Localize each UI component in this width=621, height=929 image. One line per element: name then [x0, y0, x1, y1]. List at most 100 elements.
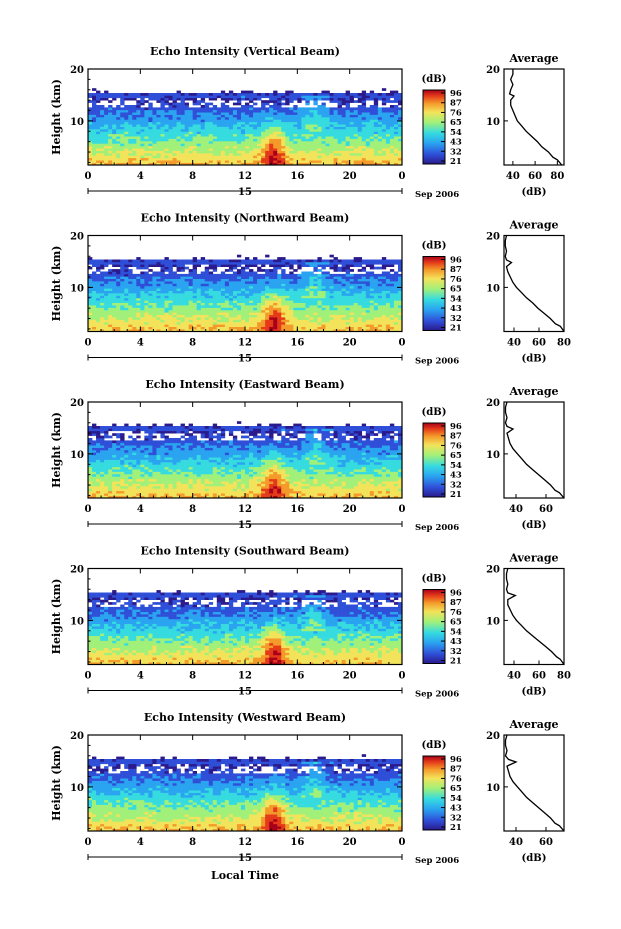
heatmap-cell [112, 141, 117, 144]
heatmap-cell [293, 300, 298, 303]
heatmap-cell [92, 493, 97, 496]
heatmap-cell [220, 329, 226, 332]
heatmap-cell [100, 295, 105, 299]
heatmap-cell [152, 136, 157, 139]
heatmap-cell [269, 97, 274, 101]
heatmap-cell [96, 157, 101, 161]
heatmap-cell [397, 153, 403, 156]
heatmap-cell [168, 148, 173, 151]
heatmap-cell [96, 93, 101, 96]
heatmap-cell [381, 321, 387, 325]
heatmap-cell [108, 297, 113, 301]
heatmap-cell [92, 105, 97, 108]
heatmap-cell [297, 261, 302, 265]
heatmap-cell [100, 126, 105, 130]
heatmap-cell [148, 129, 153, 132]
heatmap-cell [385, 131, 391, 135]
heatmap-cell [120, 112, 125, 115]
heatmap-cell [289, 293, 294, 296]
heatmap-cell [212, 259, 218, 263]
heatmap-cell [124, 138, 129, 142]
heatmap-cell [212, 136, 218, 139]
heatmap-cell [168, 266, 173, 270]
heatmap-cell [293, 283, 298, 287]
heatmap-cell [92, 117, 97, 120]
heatmap-cell [281, 329, 286, 332]
heatmap-cell [128, 264, 133, 267]
heatmap-cell [92, 114, 97, 118]
heatmap-cell [365, 490, 371, 494]
heatmap-cell [128, 119, 133, 123]
heatmap-cell [345, 307, 350, 311]
heatmap-cell [148, 95, 153, 99]
heatmap-cell [389, 488, 395, 492]
heatmap-cell [349, 319, 354, 323]
heatmap-cell [104, 148, 109, 151]
heatmap-cell [188, 143, 193, 147]
heatmap-cell [317, 276, 322, 279]
heatmap-cell [240, 305, 246, 308]
heatmap-cell [92, 141, 97, 144]
heatmap-cell [236, 114, 242, 118]
heatmap-cell [220, 148, 226, 151]
heatmap-cell [349, 269, 354, 272]
heatmap-cell [341, 319, 346, 323]
heatmap-cell [321, 295, 326, 299]
heatmap-cell [108, 293, 113, 296]
heatmap-cell [240, 295, 246, 299]
heatmap-cell [136, 119, 141, 123]
y-axis-label: Height (km) [50, 246, 63, 322]
heatmap-cell [232, 102, 238, 106]
heatmap-cell [365, 107, 371, 111]
heatmap-cell [361, 281, 367, 284]
heatmap-cell [224, 107, 230, 111]
heatmap-cell [285, 297, 290, 301]
heatmap-cell [172, 309, 177, 313]
heatmap-cell [321, 302, 326, 306]
heatmap-cell [184, 107, 189, 111]
heatmap-cell [180, 133, 185, 137]
heatmap-cell [192, 102, 197, 106]
heatmap-cell [172, 93, 177, 96]
heatmap-cell [224, 150, 230, 154]
heatmap-cell [313, 148, 318, 151]
heatmap-cell [397, 155, 403, 159]
heatmap-cell [196, 290, 202, 294]
heatmap-cell [325, 150, 330, 154]
heatmap-cells [88, 88, 403, 166]
heatmap-cell [353, 302, 359, 306]
heatmap-cell [245, 117, 250, 120]
heatmap-cell [273, 266, 278, 270]
heatmap-cell [245, 136, 250, 139]
heatmap-cell [132, 145, 137, 149]
heatmap-cell [293, 145, 298, 149]
heatmap-cell [196, 297, 202, 301]
heatmap-cell [361, 321, 367, 325]
heatmap-cell [377, 153, 383, 156]
heatmap-cell [124, 312, 129, 315]
heatmap-cell [373, 317, 379, 320]
heatmap-cell [317, 131, 322, 135]
heatmap-cell [245, 273, 250, 277]
heatmap-cell [265, 129, 270, 132]
heatmap-cell [128, 131, 133, 135]
heatmap-cell [140, 126, 145, 130]
heatmap-cell [112, 293, 117, 296]
heatmap-cell [196, 293, 202, 296]
heatmap-cell [164, 288, 169, 291]
heatmap-cell [104, 295, 109, 299]
heatmap-cell [253, 138, 258, 142]
heatmap-cell [168, 131, 173, 135]
heatmap-cell [224, 129, 230, 132]
heatmap-cell [349, 93, 354, 96]
heatmap-cell [393, 155, 399, 159]
heatmap-cell [289, 148, 294, 151]
heatmap-cell [116, 273, 121, 277]
heatmap-cell [148, 126, 153, 130]
heatmap-cell [216, 143, 222, 147]
heatmap-cell [208, 266, 214, 270]
heatmap-cell [236, 131, 242, 135]
heatmap-cell [100, 329, 105, 332]
heatmap-cell [112, 276, 117, 279]
heatmap-cell [285, 321, 290, 325]
